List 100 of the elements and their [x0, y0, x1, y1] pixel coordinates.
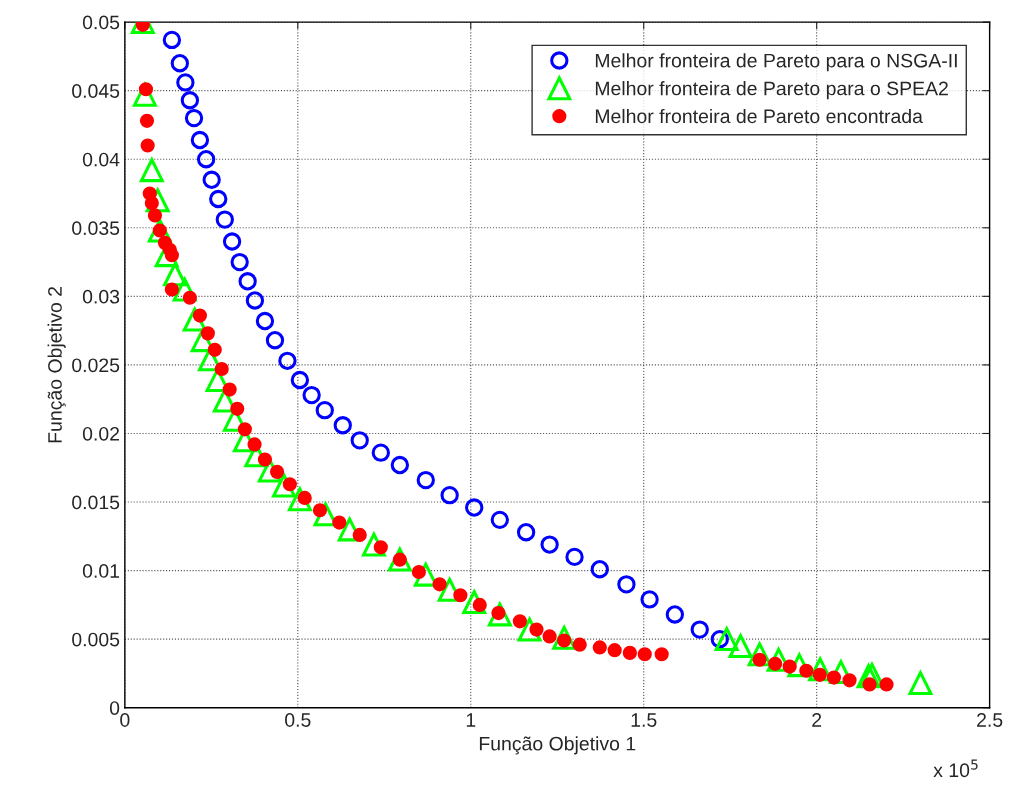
- y-tick-label: 0.04: [82, 152, 120, 167]
- point: [162, 30, 182, 50]
- y-tick-label: 0.02: [82, 426, 120, 441]
- point: [617, 575, 636, 594]
- point: [230, 252, 249, 272]
- point: [215, 210, 234, 229]
- point: [432, 577, 447, 592]
- y-tick-label: 0.015: [72, 495, 120, 510]
- point: [278, 351, 297, 370]
- point: [352, 527, 367, 543]
- point: [665, 605, 685, 624]
- point: [637, 647, 652, 662]
- legend-label: Melhor fronteira de Pareto para o SPEA2: [595, 81, 948, 100]
- point: [690, 620, 709, 639]
- point: [182, 290, 197, 305]
- point: [462, 590, 487, 615]
- point: [465, 498, 484, 517]
- point: [145, 188, 170, 213]
- point: [272, 473, 296, 498]
- point: [512, 614, 527, 629]
- point: [879, 677, 894, 692]
- point: [714, 627, 739, 652]
- point: [237, 422, 252, 437]
- point: [387, 545, 413, 572]
- point: [350, 431, 369, 450]
- point: [487, 600, 513, 627]
- point: [332, 515, 347, 530]
- point: [265, 331, 285, 350]
- point: [287, 487, 312, 512]
- point: [490, 510, 509, 530]
- point: [862, 677, 877, 692]
- point: [416, 470, 435, 490]
- point: [182, 305, 207, 332]
- point: [209, 189, 228, 209]
- point: [170, 54, 190, 73]
- point: [728, 634, 753, 658]
- y-tick-label: 0: [109, 701, 120, 715]
- x-tick-label: 1: [466, 713, 476, 727]
- point: [592, 640, 607, 655]
- point: [542, 629, 557, 644]
- point: [245, 291, 265, 310]
- y-tick-label: 0.035: [72, 221, 120, 236]
- point: [565, 547, 584, 567]
- point: [333, 416, 352, 435]
- point: [222, 232, 242, 251]
- x-tick-label: 1.5: [631, 713, 657, 727]
- y-tick-label: 0.03: [82, 289, 120, 304]
- point: [202, 170, 221, 189]
- legend-label: Melhor fronteira de Pareto para o NSGA-II: [595, 53, 957, 72]
- point: [140, 138, 155, 153]
- point: [171, 275, 198, 302]
- point: [572, 637, 587, 652]
- text: x 10$^{5}$: [933, 759, 978, 778]
- point: [361, 530, 387, 557]
- point: [640, 590, 659, 609]
- point: [139, 113, 155, 128]
- point: [390, 455, 410, 475]
- point: [207, 342, 222, 357]
- point: [238, 272, 257, 291]
- point: [302, 385, 321, 405]
- point: [413, 562, 438, 587]
- point: [453, 588, 468, 603]
- y-tick-label: 0.01: [82, 564, 120, 578]
- point: [163, 262, 187, 287]
- point: [371, 443, 390, 462]
- point: [230, 401, 245, 416]
- point: [908, 671, 933, 695]
- point: [255, 311, 275, 331]
- point: [654, 647, 669, 662]
- point: [315, 401, 334, 420]
- point: [184, 108, 204, 128]
- point: [176, 73, 195, 92]
- y-tick-label: 0.045: [72, 84, 120, 98]
- x-tick-label: 0.5: [285, 713, 311, 727]
- point: [440, 486, 459, 505]
- legend-label: Melhor fronteira de Pareto encontrada: [595, 108, 923, 124]
- point: [147, 208, 163, 223]
- y-tick-label: 0.025: [72, 358, 120, 373]
- x-tick-label: 2.5: [977, 713, 1003, 727]
- y-axis-title: Função Objetivo 2: [47, 286, 66, 443]
- y-tick-label: 0.05: [82, 15, 120, 30]
- point: [782, 659, 797, 674]
- point: [747, 642, 772, 667]
- point: [164, 282, 179, 297]
- point: [607, 643, 622, 658]
- point: [247, 437, 262, 452]
- point: [590, 560, 609, 579]
- point: [180, 91, 200, 110]
- point: [842, 673, 857, 688]
- point: [257, 452, 273, 467]
- point: [516, 615, 543, 642]
- y-tick-label: 0.005: [72, 632, 120, 647]
- x-tick-label: 2: [812, 713, 822, 727]
- point: [552, 625, 577, 650]
- x-tick-label: 0: [120, 713, 130, 727]
- point: [214, 361, 229, 377]
- point: [222, 382, 237, 397]
- point: [139, 158, 164, 183]
- x-axis-title: Função Objetivo 1: [479, 736, 636, 755]
- point: [290, 370, 310, 390]
